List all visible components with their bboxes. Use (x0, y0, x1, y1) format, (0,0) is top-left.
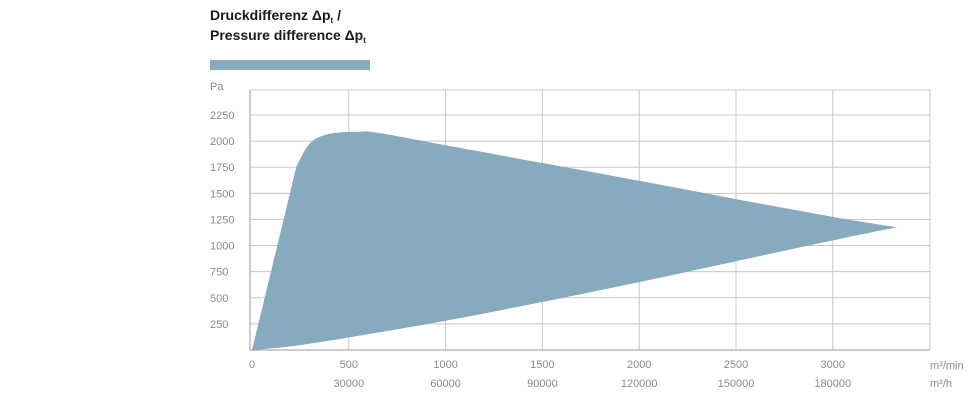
operating-range-area (252, 131, 897, 350)
y-tick-label: 750 (210, 267, 228, 279)
title-separator: / (333, 7, 341, 23)
title-german-subscript: t (330, 16, 334, 25)
legend-swatch (210, 60, 370, 70)
x-tick-label-primary: 1000 (433, 359, 457, 371)
y-tick-label: 250 (210, 319, 228, 331)
x-tick-label-secondary: 150000 (718, 378, 755, 390)
y-tick-label: 1500 (210, 188, 234, 200)
plot-frame (249, 89, 931, 351)
x-axis-label-secondary: m³/h (930, 378, 952, 390)
x-tick-label-primary: 0 (249, 359, 255, 371)
x-tick-label-secondary: 90000 (527, 378, 558, 390)
title-english-text: Pressure difference Δp (210, 27, 364, 43)
x-tick-label-primary: 1500 (530, 359, 554, 371)
x-tick-label-secondary: 60000 (430, 378, 461, 390)
y-tick-label: 1000 (210, 241, 234, 253)
x-tick-label-primary: 2000 (627, 359, 651, 371)
operating-range (252, 131, 897, 350)
x-tick-label-secondary: 120000 (621, 378, 658, 390)
x-tick-label-secondary: 30000 (334, 378, 365, 390)
axis-labels: 250 500 750 1000 1250 1500 1750 2000 2250 Pa 0 500 1… (210, 81, 964, 390)
chart-title-english: Pressure difference Δpt (210, 27, 366, 45)
y-tick-label: 2250 (210, 110, 234, 122)
x-axis-label-primary: m³/min (930, 360, 964, 372)
y-tick-label: 500 (210, 293, 228, 305)
x-tick-label-primary: 500 (340, 359, 358, 371)
x-tick-label-primary: 3000 (821, 359, 845, 371)
chart-title-german: Druckdifferenz Δpt / (210, 7, 341, 25)
x-tick-label-secondary: 180000 (814, 378, 851, 390)
title-english-subscript: t (363, 36, 366, 45)
y-tick-label: 2000 (210, 136, 234, 148)
x-tick-label-primary: 2500 (724, 359, 748, 371)
y-tick-label: 1250 (210, 214, 234, 226)
y-tick-label: 1750 (210, 162, 234, 174)
title-german-text: Druckdifferenz Δp (210, 7, 331, 23)
y-axis-label: Pa (210, 81, 224, 93)
